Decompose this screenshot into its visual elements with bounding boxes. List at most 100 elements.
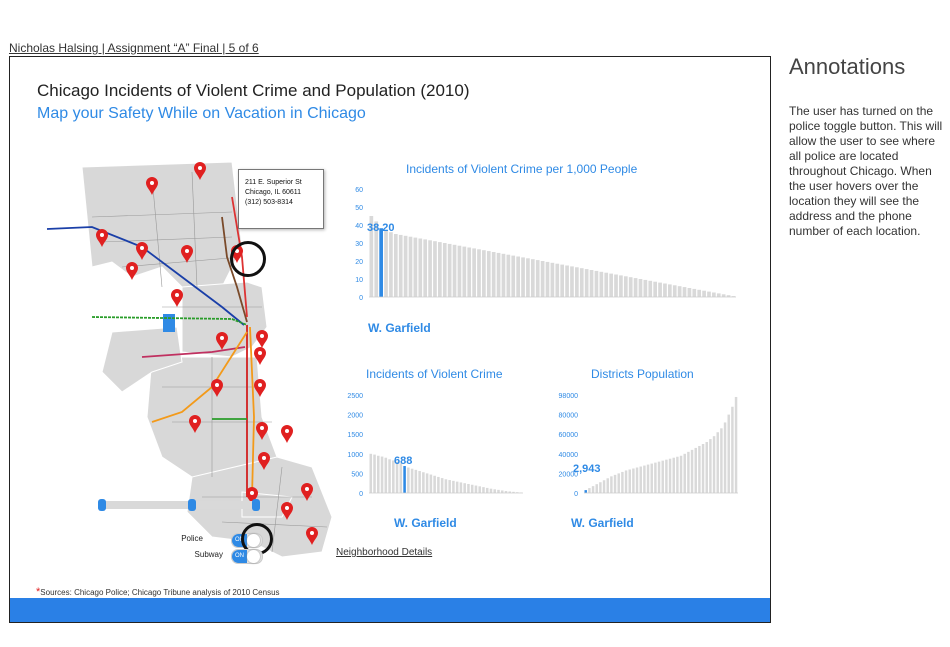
- bar[interactable]: [497, 489, 500, 493]
- bar[interactable]: [628, 277, 633, 297]
- bar[interactable]: [579, 268, 584, 297]
- police-pin-icon[interactable]: [281, 425, 293, 443]
- police-pin-icon[interactable]: [258, 452, 270, 470]
- bar[interactable]: [530, 259, 535, 297]
- bar[interactable]: [643, 465, 646, 493]
- highlighted-bar[interactable]: [584, 490, 587, 493]
- bar[interactable]: [606, 478, 609, 493]
- bar[interactable]: [643, 279, 648, 297]
- bar[interactable]: [621, 471, 624, 493]
- bar[interactable]: [472, 248, 476, 297]
- bar[interactable]: [496, 252, 501, 297]
- bar[interactable]: [619, 275, 623, 297]
- bar[interactable]: [452, 480, 455, 493]
- bar[interactable]: [459, 482, 463, 493]
- bar[interactable]: [455, 481, 459, 493]
- bar[interactable]: [683, 453, 686, 493]
- bar[interactable]: [418, 238, 423, 298]
- bar[interactable]: [595, 484, 598, 493]
- police-pin-icon[interactable]: [256, 330, 268, 348]
- bar[interactable]: [369, 453, 373, 493]
- bar[interactable]: [470, 484, 474, 493]
- bar[interactable]: [705, 442, 708, 493]
- bar[interactable]: [512, 491, 515, 493]
- bar[interactable]: [369, 216, 374, 297]
- bar[interactable]: [516, 256, 520, 298]
- bar[interactable]: [501, 253, 506, 297]
- bar[interactable]: [632, 468, 635, 494]
- bar[interactable]: [521, 257, 525, 297]
- bar[interactable]: [721, 294, 726, 297]
- bar[interactable]: [555, 263, 560, 297]
- chicago-map[interactable]: [32, 157, 342, 567]
- bar[interactable]: [697, 289, 702, 297]
- bar[interactable]: [413, 237, 418, 297]
- bar[interactable]: [570, 266, 574, 297]
- bar[interactable]: [560, 264, 565, 297]
- police-pin-icon[interactable]: [211, 379, 223, 397]
- bar[interactable]: [482, 487, 485, 493]
- bar[interactable]: [393, 234, 398, 297]
- bar[interactable]: [506, 254, 511, 297]
- bar[interactable]: [462, 246, 467, 297]
- bar[interactable]: [698, 445, 701, 493]
- police-pin-icon[interactable]: [171, 289, 183, 307]
- bar[interactable]: [701, 444, 705, 493]
- bar[interactable]: [623, 276, 628, 297]
- bar[interactable]: [504, 491, 508, 493]
- police-pin-icon[interactable]: [181, 245, 193, 263]
- bar[interactable]: [716, 293, 721, 297]
- bar[interactable]: [639, 466, 642, 493]
- slider-mid-knob[interactable]: [188, 499, 196, 511]
- bar[interactable]: [403, 235, 408, 297]
- bar[interactable]: [661, 460, 664, 493]
- bar[interactable]: [633, 278, 638, 297]
- bar[interactable]: [734, 396, 738, 493]
- bar[interactable]: [418, 471, 421, 493]
- bar[interactable]: [373, 454, 376, 493]
- bar[interactable]: [448, 480, 451, 493]
- bar[interactable]: [663, 283, 667, 298]
- police-pin-icon[interactable]: [254, 379, 266, 397]
- bar[interactable]: [452, 244, 457, 297]
- bar[interactable]: [467, 483, 470, 493]
- bar[interactable]: [591, 486, 595, 493]
- bar[interactable]: [588, 488, 591, 493]
- bar[interactable]: [489, 488, 493, 493]
- bar[interactable]: [395, 461, 399, 493]
- bar[interactable]: [414, 469, 418, 493]
- bar[interactable]: [511, 255, 516, 297]
- bar[interactable]: [628, 469, 631, 493]
- police-pin-icon[interactable]: [301, 483, 313, 501]
- bar[interactable]: [392, 460, 395, 493]
- police-pin-icon[interactable]: [306, 527, 318, 545]
- bar[interactable]: [687, 288, 692, 297]
- bar[interactable]: [457, 245, 462, 297]
- bar[interactable]: [407, 467, 410, 493]
- bar[interactable]: [687, 451, 690, 493]
- chart-population[interactable]: 98000 80000 60000 40000 20000 0: [532, 385, 742, 497]
- highlighted-bar[interactable]: [379, 228, 383, 297]
- range-slider[interactable]: [98, 499, 260, 511]
- police-pin-icon[interactable]: [96, 229, 108, 247]
- bar[interactable]: [398, 234, 403, 297]
- bar[interactable]: [694, 447, 697, 493]
- bar[interactable]: [389, 232, 393, 297]
- police-pin-icon[interactable]: [216, 332, 228, 350]
- bar[interactable]: [377, 455, 380, 493]
- bar[interactable]: [613, 474, 617, 493]
- bar[interactable]: [690, 449, 694, 493]
- neighborhood-details-link[interactable]: Neighborhood Details: [336, 547, 433, 558]
- bar[interactable]: [604, 272, 609, 297]
- bar[interactable]: [433, 241, 437, 297]
- bar[interactable]: [712, 436, 716, 493]
- bar[interactable]: [650, 463, 653, 493]
- bar[interactable]: [575, 267, 579, 297]
- bar[interactable]: [535, 260, 540, 297]
- slider-right-knob[interactable]: [252, 499, 260, 511]
- police-pin-icon[interactable]: [194, 162, 206, 180]
- police-pin-icon[interactable]: [136, 242, 148, 260]
- bar[interactable]: [665, 459, 668, 493]
- bar[interactable]: [731, 296, 736, 297]
- bar[interactable]: [668, 458, 672, 493]
